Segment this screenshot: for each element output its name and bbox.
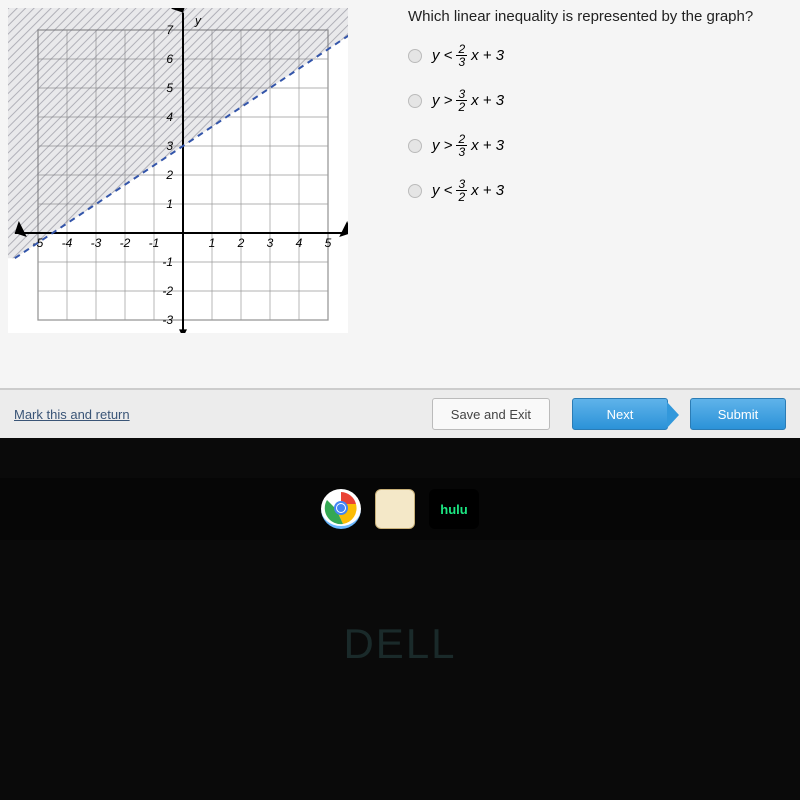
dell-logo: DELL [0,620,800,668]
answer-option-0[interactable]: y < 23x + 3 [408,43,780,68]
svg-text:-2: -2 [120,236,131,250]
answer-options: y < 23x + 3 y > 32x + 3 y > 23x + 3 y < 32x… [408,43,780,203]
answer-option-3[interactable]: y < 32x + 3 [408,178,780,203]
svg-text:5: 5 [166,81,173,95]
svg-text:-3: -3 [91,236,102,250]
question-area: Which linear inequality is represented b… [348,8,780,400]
save-exit-button[interactable]: Save and Exit [432,398,550,430]
option-label: y > 23x + 3 [432,133,504,158]
next-button[interactable]: Next [572,398,668,430]
svg-text:1: 1 [209,236,216,250]
svg-text:-1: -1 [149,236,160,250]
radio-icon [408,94,422,108]
svg-text:3: 3 [267,236,274,250]
svg-text:4: 4 [166,110,173,124]
option-label: y > 32x + 3 [432,88,504,113]
svg-text:3: 3 [166,139,173,153]
svg-text:-2: -2 [162,284,173,298]
answer-option-1[interactable]: y > 32x + 3 [408,88,780,113]
question-text: Which linear inequality is represented b… [408,8,780,25]
svg-text:5: 5 [325,236,332,250]
svg-text:4: 4 [296,236,303,250]
svg-text:2: 2 [237,236,245,250]
radio-icon [408,139,422,153]
svg-text:6: 6 [166,52,173,66]
svg-text:y: y [194,14,202,28]
option-label: y < 32x + 3 [432,178,504,203]
radio-icon [408,49,422,63]
quiz-panel: -5-4-3-2-1123451234567-1-2-3xy Which lin… [0,0,800,400]
svg-text:1: 1 [166,197,173,211]
svg-text:-3: -3 [162,313,173,327]
svg-text:-4: -4 [62,236,73,250]
radio-icon [408,184,422,198]
answer-option-2[interactable]: y > 23x + 3 [408,133,780,158]
mark-return-link[interactable]: Mark this and return [14,407,130,422]
action-bar: Mark this and return Save and Exit Next … [0,388,800,438]
inequality-graph: -5-4-3-2-1123451234567-1-2-3xy [8,8,348,333]
svg-text:-1: -1 [162,255,173,269]
graph-svg: -5-4-3-2-1123451234567-1-2-3xy [8,8,348,333]
option-label: y < 23x + 3 [432,43,504,68]
hulu-icon[interactable]: hulu [429,489,479,529]
taskbar: hulu [0,478,800,540]
files-icon[interactable] [375,489,415,529]
svg-text:2: 2 [165,168,173,182]
submit-button[interactable]: Submit [690,398,786,430]
chrome-icon[interactable] [321,489,361,529]
